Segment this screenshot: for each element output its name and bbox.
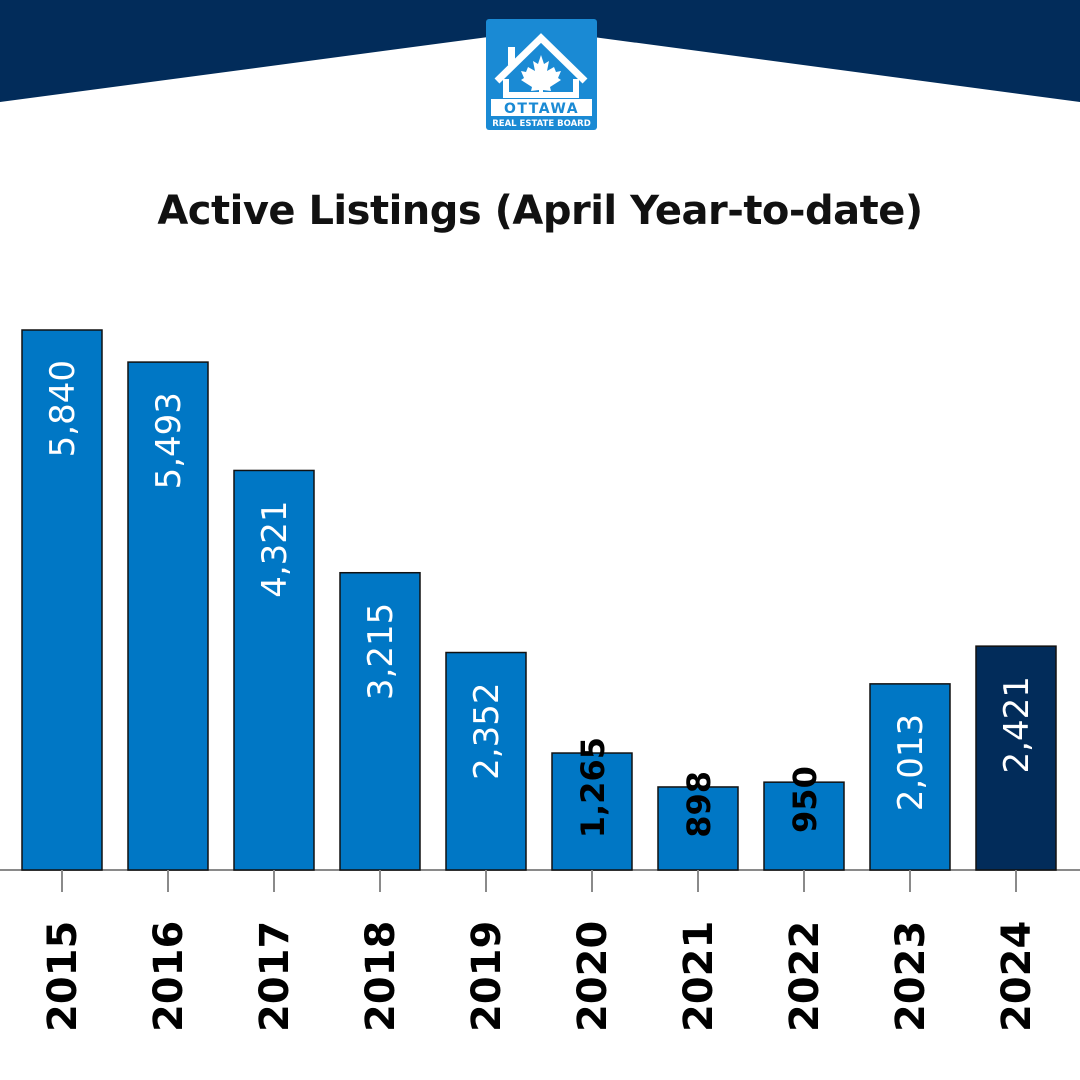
data-label-2020: 1,265 bbox=[574, 737, 612, 838]
data-label-2017: 4,321 bbox=[255, 500, 295, 597]
data-label-2024: 2,421 bbox=[997, 676, 1037, 773]
x-tick-label-2022: 2022 bbox=[782, 921, 828, 1032]
data-label-2018: 3,215 bbox=[361, 603, 401, 700]
data-label-2016: 5,493 bbox=[149, 392, 189, 489]
x-tick-label-2016: 2016 bbox=[146, 921, 192, 1032]
data-label-2023: 2,013 bbox=[891, 714, 931, 811]
bar-2023 bbox=[869, 683, 951, 871]
x-tick-label-2023: 2023 bbox=[888, 921, 934, 1032]
data-label-2019: 2,352 bbox=[467, 683, 507, 780]
data-label-2021: 898 bbox=[680, 771, 718, 838]
bar-2015 bbox=[21, 329, 103, 871]
x-tick-label-2021: 2021 bbox=[676, 921, 722, 1032]
chart-title: Active Listings (April Year-to-date) bbox=[157, 188, 923, 234]
logo-subtext: REAL ESTATE BOARD bbox=[492, 119, 591, 129]
bar-2017 bbox=[233, 469, 315, 871]
data-label-2015: 5,840 bbox=[43, 360, 83, 457]
maple-leaf-icon bbox=[521, 55, 561, 97]
bar-2020 bbox=[551, 752, 633, 871]
x-tick-label-2018: 2018 bbox=[358, 921, 404, 1032]
data-label-2022: 950 bbox=[786, 766, 824, 833]
ottawa-real-estate-board-logo: OTTAWA REAL ESTATE BOARD bbox=[486, 19, 597, 130]
bar-2022 bbox=[763, 781, 845, 871]
bar-2021 bbox=[657, 786, 739, 871]
header-banner bbox=[0, 0, 1080, 102]
bar-2019 bbox=[445, 651, 527, 871]
x-tick-label-2024: 2024 bbox=[994, 921, 1040, 1032]
x-tick-label-2017: 2017 bbox=[252, 921, 298, 1032]
x-tick-label-2015: 2015 bbox=[40, 921, 86, 1032]
x-tick-label-2019: 2019 bbox=[464, 921, 510, 1032]
x-tick-label-2020: 2020 bbox=[570, 921, 616, 1032]
logo-wordmark: OTTAWA bbox=[504, 101, 579, 117]
bar-2024 bbox=[975, 645, 1057, 871]
bar-2018 bbox=[339, 571, 421, 871]
bar-2016 bbox=[127, 361, 209, 871]
